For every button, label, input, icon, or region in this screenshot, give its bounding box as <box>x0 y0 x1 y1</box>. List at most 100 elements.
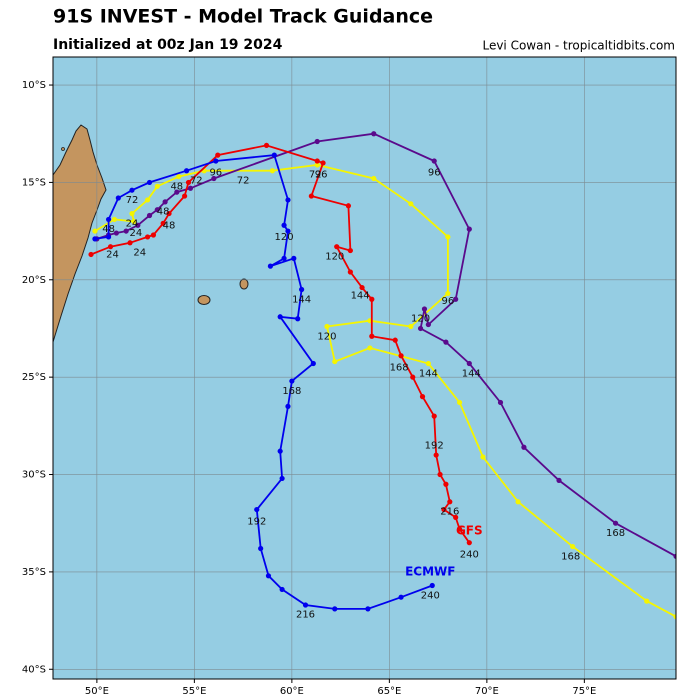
track-point <box>497 399 504 406</box>
x-tick-label: 70°E <box>475 686 499 697</box>
forecast-hour-label: 48 <box>102 224 115 235</box>
y-tick-label: 35°S <box>22 567 46 578</box>
track-point <box>183 168 190 174</box>
track-point <box>398 353 404 359</box>
track-point <box>314 162 320 168</box>
tracks <box>88 131 676 620</box>
track-point <box>176 173 182 180</box>
track-point <box>410 374 416 380</box>
track-point <box>160 220 166 226</box>
track-point <box>258 545 264 552</box>
forecast-hour-label: 120 <box>411 314 430 325</box>
track-point <box>371 175 377 182</box>
track-point <box>445 234 451 240</box>
forecast-hour-label: 24 <box>126 218 139 229</box>
track-point <box>144 197 151 203</box>
track-point <box>456 399 463 406</box>
x-tick-label: 55°E <box>182 686 206 697</box>
chart-title: 91S INVEST - Model Track Guidance <box>53 6 433 28</box>
track-point <box>425 360 431 367</box>
track-point <box>285 403 291 409</box>
land <box>53 124 249 343</box>
x-tick-label: 75°E <box>572 686 596 697</box>
forecast-hour-label: 144 <box>462 368 481 379</box>
track-point <box>265 573 272 579</box>
track-point <box>332 358 338 365</box>
track-point <box>570 543 576 550</box>
track-point <box>314 158 320 164</box>
track-line <box>94 154 433 610</box>
track-point <box>417 325 424 332</box>
y-tick-label: 20°S <box>22 275 46 286</box>
track-point <box>267 263 274 269</box>
track-point <box>443 339 449 345</box>
track-point <box>345 203 352 209</box>
track-point <box>365 606 371 612</box>
forecast-hour-label: 72 <box>309 170 322 181</box>
track-point <box>515 499 521 505</box>
track-point <box>215 152 221 158</box>
track-point <box>213 158 219 164</box>
track-point <box>433 452 439 458</box>
model-name: ECMWF <box>405 564 455 578</box>
track-point <box>466 226 472 232</box>
track-point <box>123 228 129 234</box>
forecast-hour-label: 72 <box>126 195 139 206</box>
track-point <box>369 333 375 339</box>
ocean <box>53 57 676 679</box>
y-tick-label: 10°S <box>22 80 46 91</box>
forecast-hour-label: 168 <box>282 386 301 397</box>
track-point <box>150 232 157 238</box>
track-point <box>421 306 428 312</box>
track-point <box>154 183 160 189</box>
forecast-hour-label: 72 <box>190 175 203 186</box>
forecast-hour-label: 168 <box>561 551 580 562</box>
track-point <box>105 216 112 223</box>
track-point <box>359 284 365 291</box>
track-point <box>556 477 562 483</box>
forecast-hour-label: 240 <box>421 590 440 601</box>
track-point <box>408 323 414 330</box>
track-point <box>182 193 188 199</box>
track-point <box>480 454 486 460</box>
track-point <box>644 598 650 604</box>
track-point <box>146 179 153 186</box>
track-point <box>425 321 431 328</box>
track-point <box>277 314 283 320</box>
small-island <box>61 147 65 151</box>
forecast-hour-label: 168 <box>390 362 409 373</box>
forecast-hour-label: 48 <box>170 181 183 192</box>
track-point <box>131 218 137 224</box>
track-point <box>299 286 305 293</box>
track-point <box>295 316 301 322</box>
track-point <box>285 228 291 234</box>
grid: 50°E 55°E 60°E 65°E 70°E 75°E 10°S 15°S 20°S 25°S… <box>22 57 676 697</box>
track-point <box>314 138 320 145</box>
track-point <box>521 444 527 450</box>
track-point <box>429 582 435 589</box>
track-point <box>291 255 297 261</box>
track-point <box>187 185 194 191</box>
reunion-island <box>197 295 211 305</box>
track-point <box>144 234 151 240</box>
track-point <box>127 240 133 246</box>
track-point <box>88 251 94 258</box>
track-point <box>419 394 426 400</box>
track-point <box>263 142 270 149</box>
track-point <box>111 216 118 223</box>
track-point <box>392 337 398 343</box>
track-point <box>320 160 326 166</box>
track-point <box>277 448 283 454</box>
track-point <box>324 323 330 330</box>
forecast-hour-label: 96 <box>315 170 328 181</box>
y-tick-label: 15°S <box>22 177 46 188</box>
track-point <box>129 187 135 193</box>
track-point <box>612 520 619 526</box>
track-point <box>369 296 375 302</box>
track-point <box>347 269 353 275</box>
forecast-hour-label: 120 <box>325 251 344 262</box>
forecast-hour-label: 96 <box>428 168 441 179</box>
track-point <box>445 290 451 297</box>
